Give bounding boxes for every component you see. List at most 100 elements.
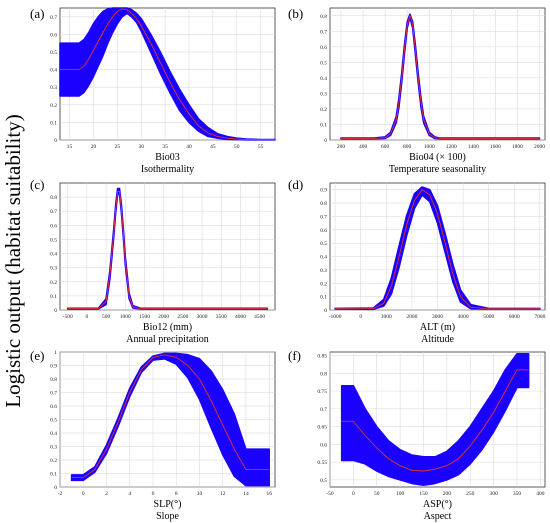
y-tick-label: 0.8 — [50, 377, 57, 383]
x-axis-label: Bio03 — [155, 152, 179, 163]
panel-f: 0.5 0.55 0.6 0.65 0.7 0.75 0.8 0.85 -50 0 50 100 150… — [288, 348, 546, 522]
x-tick-label: 250 — [466, 491, 475, 497]
x-tick-label: 50 — [374, 491, 380, 497]
x-tick-label: 8 — [175, 491, 178, 497]
x-axis-label: ASP(°) — [423, 499, 452, 510]
y-tick-label: 0.7 — [50, 209, 57, 215]
x-tick-label: -500 — [63, 314, 73, 320]
y-tick-label: 0.3 — [320, 268, 327, 274]
y-tick-label: 0.2 — [320, 107, 327, 113]
x-tick-label: 1000 — [120, 314, 131, 320]
x-tick-label: 1600 — [490, 144, 501, 150]
panel-label: (a) — [30, 6, 44, 21]
confidence-band — [340, 353, 530, 486]
x-tick-label: 1800 — [512, 144, 523, 150]
y-tick-label: 0.2 — [50, 280, 57, 286]
x-tick-label: 0 — [82, 491, 85, 497]
confidence-band — [70, 352, 270, 487]
x-tick-label: 40 — [186, 144, 192, 150]
y-tick-label: 0.1 — [320, 295, 327, 301]
y-tick-label: 0.3 — [50, 445, 57, 451]
x-tick-label: 2500 — [177, 314, 188, 320]
x-tick-label: 150 — [419, 491, 428, 497]
y-tick-label: 0 — [54, 138, 57, 144]
x-tick-label: 4 — [128, 491, 131, 497]
x-tick-label: 7000 — [534, 314, 545, 320]
y-tick-label: 0.55 — [317, 460, 327, 466]
x-tick-label: 1500 — [139, 314, 150, 320]
x-tick-label: 55 — [258, 144, 264, 150]
x-axis-label: ALT (m) — [420, 322, 455, 333]
x-tick-label: 200 — [443, 491, 452, 497]
x-tick-label: 2 — [105, 491, 108, 497]
y-tick-label: 0.2 — [50, 458, 57, 464]
mean-response-line — [71, 354, 270, 479]
y-tick-label: 0.4 — [320, 255, 327, 261]
y-tick-label: 0 — [324, 138, 327, 144]
x-tick-label: 35 — [162, 144, 168, 150]
y-tick-label: 0.4 — [50, 252, 57, 258]
x-tick-label: 16 — [266, 491, 272, 497]
y-tick-label: 0.8 — [320, 371, 327, 377]
y-tick-label: 0.8 — [50, 195, 57, 201]
panel-e: 00.10.20.30.40.50.60.70.80.91-2 0 2 4 6 8 10 12… — [30, 348, 276, 522]
mean-response-line — [60, 8, 275, 141]
y-tick-label: 0.9 — [50, 364, 57, 370]
y-tick-label: 0.3 — [50, 266, 57, 272]
x-tick-label: 1200 — [446, 144, 457, 150]
x-tick-label: 4500 — [254, 314, 265, 320]
panel-label: (b) — [288, 6, 303, 21]
y-tick-label: 0.65 — [317, 425, 327, 431]
x-tick-label: 14 — [243, 491, 249, 497]
x-tick-label: 2000 — [158, 314, 169, 320]
x-tick-label: 5000 — [483, 314, 494, 320]
mean-response-line — [341, 369, 529, 472]
y-tick-label: 0.8 — [320, 14, 327, 20]
y-tick-label: 0.85 — [317, 354, 327, 360]
x-tick-label: 1400 — [468, 144, 479, 150]
y-tick-label: 0.7 — [320, 214, 327, 220]
y-tick-label: 0.7 — [320, 29, 327, 35]
x-tick-label: 1000 — [424, 144, 435, 150]
x-tick-label: 6000 — [509, 314, 520, 320]
x-tick-label: 300 — [489, 491, 498, 497]
y-axis-title: Logistic output (habitat suitability) — [1, 114, 25, 407]
y-tick-label: 0.4 — [320, 76, 327, 82]
panel-label: (d) — [288, 177, 303, 192]
y-tick-label: 0.6 — [50, 223, 57, 229]
x-tick-label: 0 — [352, 491, 355, 497]
y-tick-label: 0.6 — [320, 228, 327, 234]
x-tick-label: 500 — [102, 314, 111, 320]
x-tick-label: 0 — [359, 314, 362, 320]
x-tick-label: 15 — [67, 144, 73, 150]
x-tick-label: -2 — [58, 491, 63, 497]
x-axis-subtitle: Altitude — [421, 334, 454, 345]
panel-label: (c) — [30, 177, 44, 192]
x-tick-label: 2000 — [534, 144, 545, 150]
x-tick-label: 45 — [210, 144, 216, 150]
y-tick-label: 0 — [54, 308, 57, 314]
x-tick-label: 350 — [513, 491, 522, 497]
x-tick-label: 4000 — [458, 314, 469, 320]
y-tick-label: 0.2 — [50, 103, 57, 109]
y-tick-label: 0.1 — [50, 472, 57, 478]
x-axis-subtitle: Slope — [156, 511, 179, 522]
x-axis-subtitle: Aspect — [424, 511, 452, 522]
mean-response-line — [67, 191, 268, 310]
y-tick-label: 0.3 — [50, 85, 57, 91]
y-tick-label: 0.7 — [320, 407, 327, 413]
plot-frame — [329, 7, 546, 141]
y-tick-label: 0.7 — [50, 15, 57, 21]
y-tick-label: 0.5 — [320, 241, 327, 247]
panel-a: 0 0.1 0.2 0.3 0.4 0.5 0.6 0.7 15 20 25 30 35 40 45 50 55… — [30, 6, 276, 175]
y-tick-label: 0.6 — [320, 45, 327, 51]
x-tick-label: -50 — [326, 491, 334, 497]
panel-d: 00.10.20.30.40.50.60.70.80.9-1000 0 1000 20… — [288, 177, 546, 345]
x-tick-label: 0 — [86, 314, 89, 320]
y-tick-label: 0.1 — [50, 120, 57, 126]
x-tick-label: 3000 — [432, 314, 443, 320]
x-tick-label: 3000 — [197, 314, 208, 320]
x-tick-label: 800 — [403, 144, 412, 150]
y-tick-label: 0.6 — [50, 32, 57, 38]
